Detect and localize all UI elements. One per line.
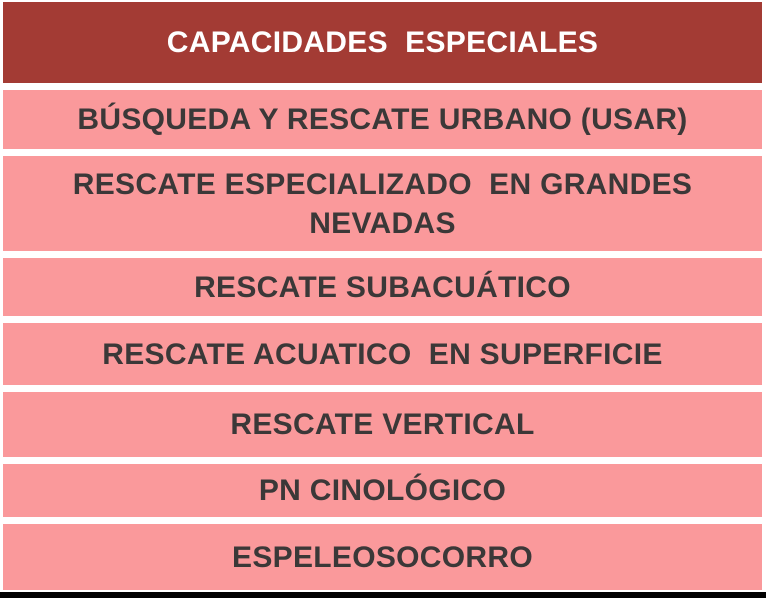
capability-row-grandes-nevadas: RESCATE ESPECIALIZADO EN GRANDES NEVADAS [3,156,762,251]
capability-row-cinologico: PN CINOLÓGICO [3,464,762,517]
capabilities-table: CAPACIDADES ESPECIALES BÚSQUEDA Y RESCAT… [3,2,762,590]
capability-row-subacuatico: RESCATE SUBACUÁTICO [3,258,762,316]
capability-row-acuatico-superficie: RESCATE ACUATICO EN SUPERFICIE [3,323,762,385]
bottom-border [0,592,766,598]
capability-row-usar: BÚSQUEDA Y RESCATE URBANO (USAR) [3,90,762,149]
table-header: CAPACIDADES ESPECIALES [3,2,762,83]
capability-row-vertical: RESCATE VERTICAL [3,392,762,457]
capability-row-espeleosocorro: ESPELEOSOCORRO [3,524,762,590]
